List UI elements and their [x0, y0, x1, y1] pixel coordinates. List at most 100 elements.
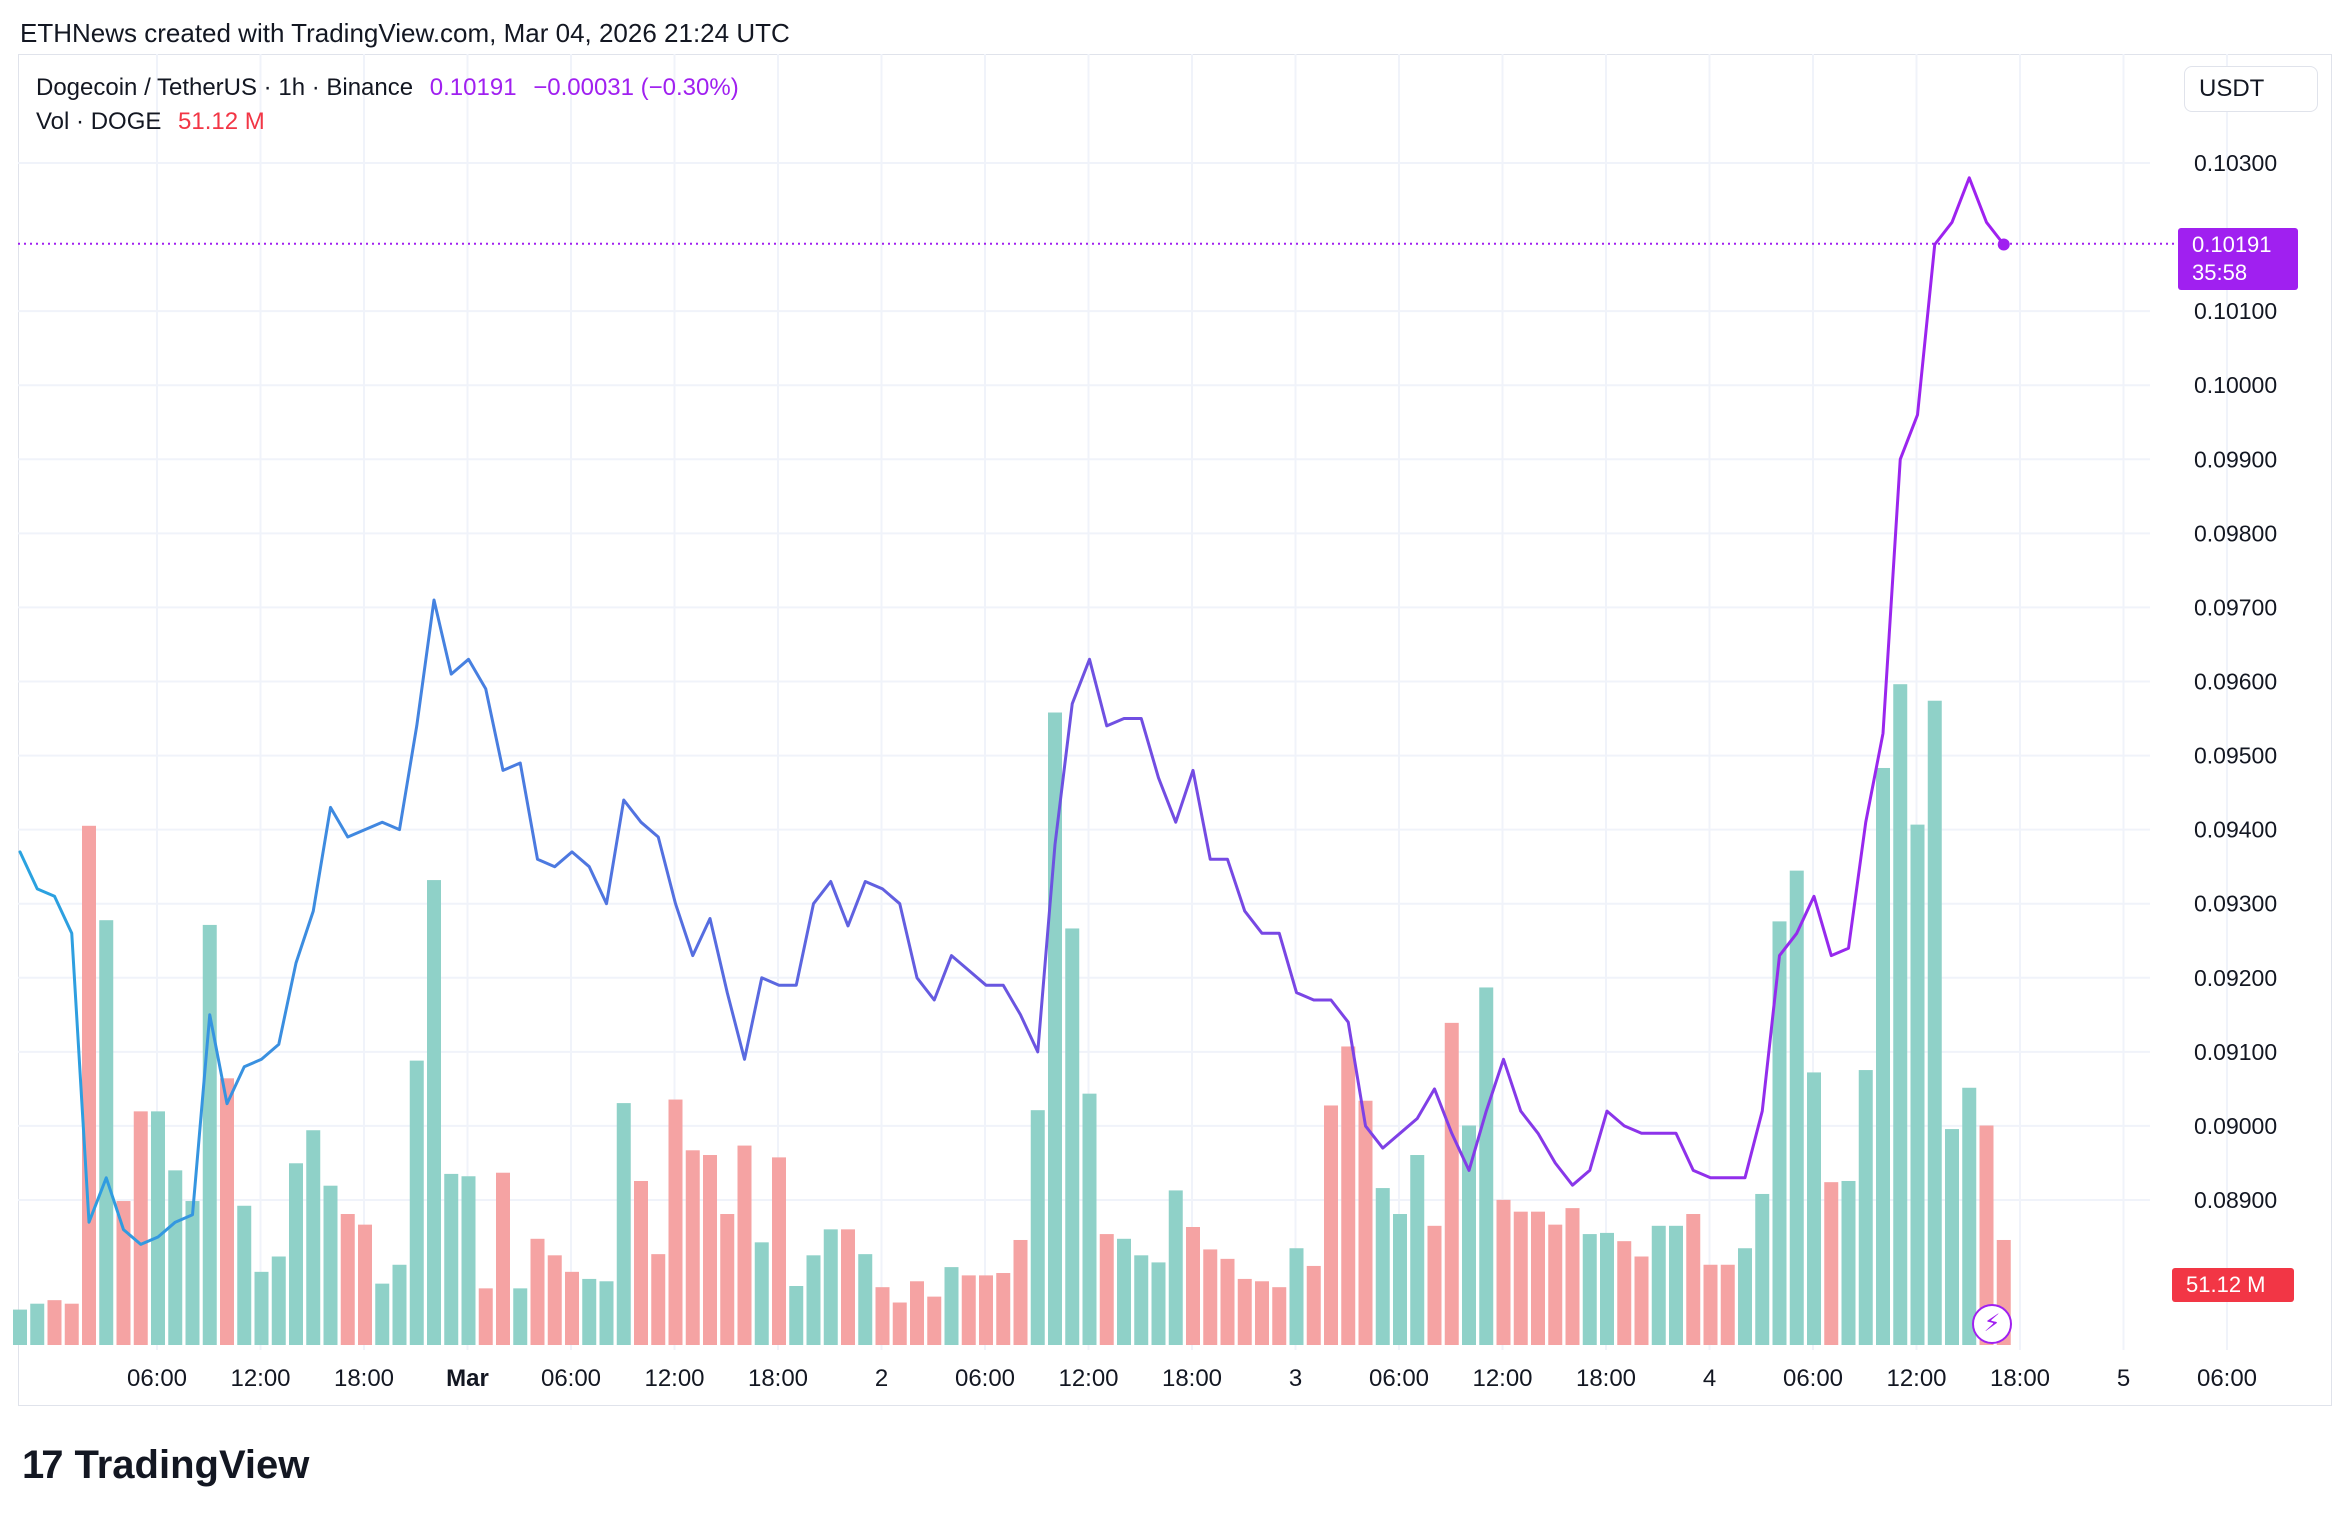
- x-tick-label: 2: [875, 1365, 888, 1392]
- x-tick-label: 06:00: [1369, 1365, 1429, 1392]
- volume-bar: [1375, 1188, 1390, 1345]
- volume-bar: [720, 1214, 735, 1345]
- volume-bar: [1065, 928, 1080, 1345]
- x-tick-label: 06:00: [541, 1365, 601, 1392]
- volume-bar: [1513, 1211, 1528, 1345]
- last-price-tag: 0.10191 35:58: [2178, 228, 2298, 290]
- volume-bar: [1444, 1022, 1459, 1345]
- volume-bar: [1910, 824, 1925, 1345]
- volume-bar: [202, 924, 217, 1345]
- x-tick-label: 12:00: [230, 1365, 290, 1392]
- volume-bar: [1151, 1262, 1166, 1345]
- volume-bar: [1979, 1125, 1994, 1345]
- volume-bar: [651, 1254, 666, 1345]
- price-line-layer: [18, 176, 2178, 1246]
- lightning-icon[interactable]: ⚡: [1972, 1304, 2012, 1344]
- volume-bar: [668, 1099, 683, 1345]
- y-tick-label: 0.10300: [2194, 150, 2277, 176]
- volume-bar: [185, 1201, 200, 1345]
- volume-bar: [858, 1254, 873, 1345]
- volume-bar: [1927, 700, 1942, 1345]
- volume-bar: [1427, 1225, 1442, 1345]
- volume-bar: [496, 1172, 510, 1345]
- y-tick-label: 0.09700: [2194, 594, 2277, 620]
- volume-bar: [1341, 1046, 1356, 1345]
- x-tick-label: 06:00: [127, 1365, 187, 1392]
- volume-bar: [427, 880, 441, 1345]
- x-tick-label: 18:00: [334, 1365, 394, 1392]
- volume-bar: [64, 1303, 79, 1345]
- volume-bar: [1582, 1234, 1597, 1345]
- volume-bar: [1134, 1255, 1149, 1345]
- y-tick-label: 0.10000: [2194, 372, 2277, 398]
- volume-bar: [1220, 1258, 1235, 1345]
- x-tick-label: 3: [1289, 1365, 1302, 1392]
- y-tick-label: 0.09000: [2194, 1113, 2277, 1139]
- volume-bar: [271, 1256, 286, 1345]
- volume-bar: [892, 1302, 907, 1345]
- volume-bar: [1807, 1072, 1821, 1345]
- x-tick-label: 06:00: [2197, 1365, 2257, 1392]
- chart-frame[interactable]: [18, 54, 2332, 1406]
- symbol-name[interactable]: Dogecoin / TetherUS · 1h · Binance: [36, 74, 414, 101]
- last-price-dot: [1997, 238, 2010, 251]
- volume-bar: [685, 1150, 700, 1345]
- volume-bar: [1496, 1199, 1511, 1345]
- chart-caption: ETHNews created with TradingView.com, Ma…: [20, 18, 790, 48]
- volume-bars: [13, 684, 2011, 1345]
- volume-bar: [979, 1275, 993, 1345]
- volume-bar: [1738, 1248, 1752, 1345]
- x-tick-label: 12:00: [644, 1365, 704, 1392]
- volume-bar: [99, 920, 114, 1345]
- volume-bar: [1082, 1093, 1097, 1345]
- volume-bar: [1686, 1214, 1701, 1345]
- y-axis-labels: 0.10300 0.10100 0.10000 0.09900 0.09800 0.097…: [2194, 150, 2277, 1213]
- y-tick-label: 0.10100: [2194, 298, 2277, 324]
- brand-name: TradingView: [74, 1442, 310, 1487]
- last-price: 0.10191: [429, 74, 517, 101]
- volume-bar: [1013, 1239, 1028, 1345]
- volume-bar: [1755, 1193, 1770, 1345]
- volume-bar: [1600, 1232, 1614, 1345]
- y-tick-label: 0.08900: [2194, 1187, 2277, 1213]
- volume-bar: [1393, 1214, 1407, 1345]
- volume-bar: [1272, 1287, 1287, 1345]
- volume-bar: [1531, 1211, 1545, 1345]
- volume-bar: [1841, 1180, 1856, 1345]
- volume-legend[interactable]: Vol · DOGE 51.12 M: [36, 108, 265, 136]
- y-tick-label: 0.09100: [2194, 1039, 2277, 1065]
- volume-value: 51.12 M: [178, 108, 265, 135]
- volume-bar: [1030, 1110, 1045, 1345]
- volume-bar: [1186, 1227, 1200, 1345]
- currency-button[interactable]: USDT: [2184, 66, 2318, 112]
- volume-bar: [789, 1286, 804, 1345]
- volume-bar: [1255, 1281, 1269, 1345]
- volume-bar: [340, 1214, 355, 1345]
- volume-bar: [530, 1238, 545, 1345]
- price-series-line: [18, 176, 2006, 1246]
- y-tick-label: 0.09900: [2194, 446, 2277, 472]
- volume-bar: [910, 1281, 924, 1345]
- x-tick-label: 18:00: [1990, 1365, 2050, 1392]
- symbol-legend[interactable]: Dogecoin / TetherUS · 1h · Binance 0.101…: [36, 74, 739, 102]
- price-change: −0.00031 (−0.30%): [533, 74, 739, 101]
- tradingview-logo[interactable]: 17 TradingView: [22, 1440, 309, 1490]
- volume-bar: [1962, 1087, 1977, 1345]
- volume-bar: [461, 1176, 476, 1345]
- volume-bar: [513, 1288, 528, 1345]
- volume-bar: [1824, 1182, 1839, 1345]
- y-tick-label: 0.09400: [2194, 817, 2277, 843]
- volume-bar: [1306, 1265, 1321, 1345]
- y-tick-label: 0.09300: [2194, 891, 2277, 917]
- volume-bar: [237, 1205, 252, 1345]
- x-tick-label: 5: [2117, 1365, 2130, 1392]
- volume-bar: [133, 1111, 148, 1345]
- volume-bar: [323, 1185, 338, 1345]
- volume-bar: [1479, 987, 1494, 1345]
- y-tick-label: 0.09500: [2194, 743, 2277, 769]
- volume-bar: [478, 1288, 493, 1345]
- volume-bar: [1893, 684, 1908, 1345]
- volume-bar: [151, 1111, 165, 1345]
- y-tick-label: 0.09200: [2194, 965, 2277, 991]
